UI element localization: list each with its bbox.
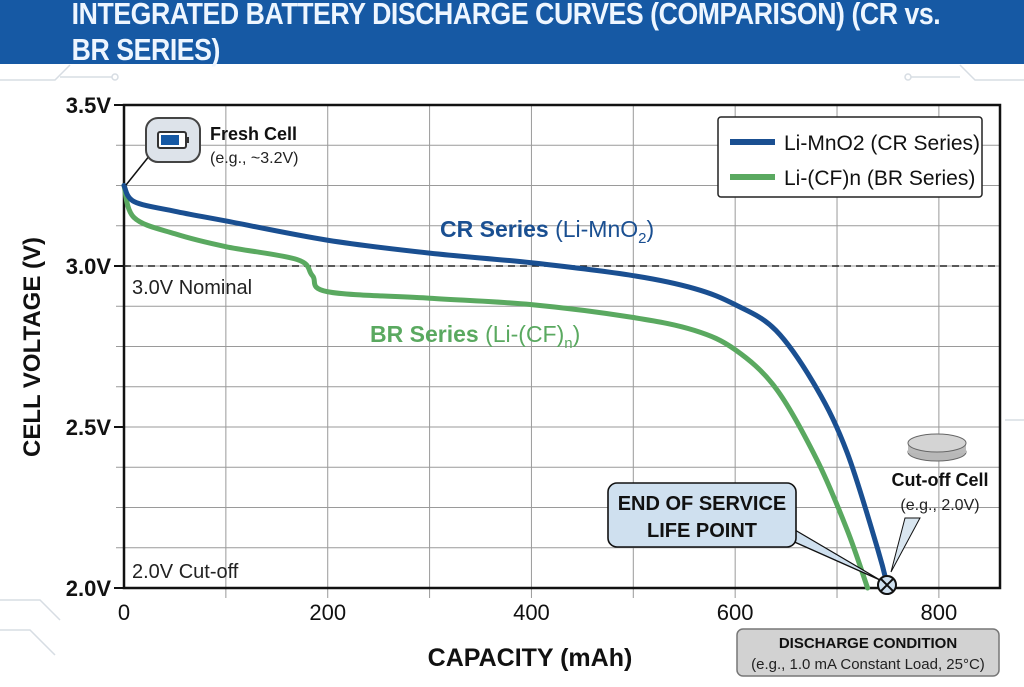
cutoff-cell-sub: (e.g., 2.0V): [900, 497, 979, 514]
x-tick-label: 800: [921, 600, 958, 625]
nominal-label: 3.0V Nominal: [132, 277, 252, 299]
y-tick-label: 3.5V: [66, 93, 112, 118]
x-axis-label: CAPACITY (mAh): [428, 644, 633, 672]
discharge-condition-box: DISCHARGE CONDITION (e.g., 1.0 mA Consta…: [736, 628, 1000, 677]
legend-label-br: Li-(CF)n (BR Series): [784, 167, 975, 190]
chart-title: INTEGRATED BATTERY DISCHARGE CURVES (COM…: [71, 0, 941, 67]
cutoff-cell-title: Cut-off Cell: [892, 470, 989, 490]
y-tick-label: 2.5V: [66, 415, 112, 440]
y-axis-label: CELL VOLTAGE (V): [19, 237, 46, 457]
legend-label-cr: Li-MnO2 (CR Series): [784, 132, 980, 155]
x-tick-label: 600: [717, 600, 754, 625]
end-of-service-line1: END OF SERVICE: [618, 493, 787, 515]
end-of-service-line2: LIFE POINT: [647, 520, 757, 542]
end-of-service-callout: END OF SERVICE LIFE POINT: [607, 482, 881, 581]
x-tick-label: 400: [513, 600, 550, 625]
chart-title-banner: INTEGRATED BATTERY DISCHARGE CURVES (COM…: [0, 0, 1024, 67]
cutoff-cell-callout: Cut-off Cell (e.g., 2.0V): [890, 433, 989, 573]
fresh-cell-title: Fresh Cell: [210, 124, 297, 144]
cr-series-label: CR Series (Li-MnO2): [440, 216, 654, 247]
x-tick-label: 0: [118, 600, 130, 625]
legend: Li-MnO2 (CR Series) Li-(CF)n (BR Series): [717, 116, 983, 198]
br-series-label: BR Series (Li-(CF)n): [370, 321, 580, 352]
discharge-condition-sub: (e.g., 1.0 mA Constant Load, 25°C): [751, 656, 985, 673]
cr-series-line: [121, 183, 891, 591]
discharge-condition-title: DISCHARGE CONDITION: [779, 635, 957, 652]
end-point-marker: [877, 575, 897, 595]
coin-cell-icon: [907, 433, 967, 453]
plot-frame: [122, 103, 1002, 590]
cutoff-label: 2.0V Cut-off: [132, 561, 239, 583]
circuit-decoration: [0, 64, 1024, 656]
x-tick-label: 200: [309, 600, 346, 625]
br-series-line: [121, 183, 871, 591]
fresh-cell-sub: (e.g., ~3.2V): [210, 150, 299, 167]
y-tick-label: 2.0V: [66, 576, 112, 601]
fresh-cell-callout: Fresh Cell (e.g., ~3.2V): [125, 117, 299, 186]
y-tick-label: 3.0V: [66, 254, 112, 279]
